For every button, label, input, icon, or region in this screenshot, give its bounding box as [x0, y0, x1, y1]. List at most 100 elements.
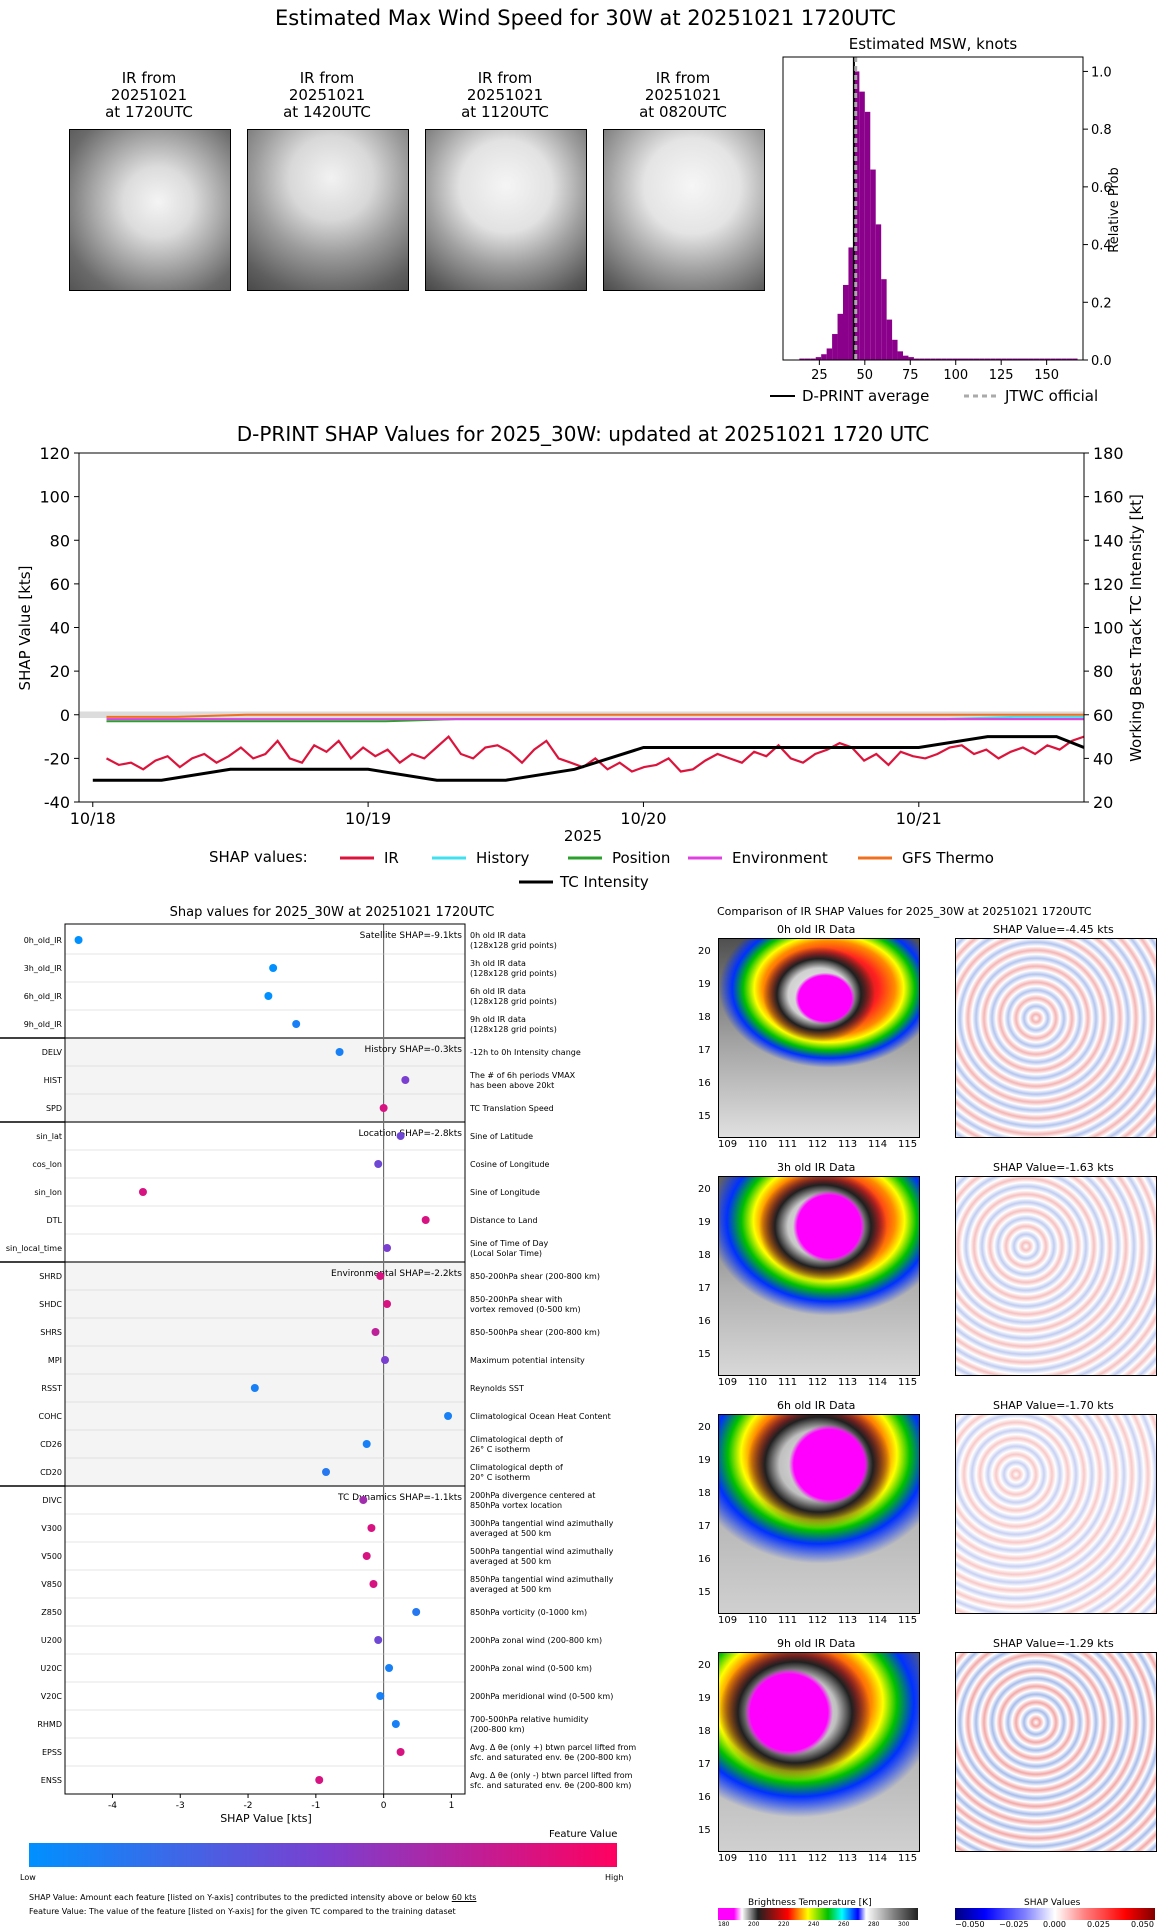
shap-panel-title-0: SHAP Value=-4.45 kts [993, 923, 1114, 936]
group-label: TC Dynamics SHAP=-1.1kts [337, 1493, 462, 1503]
feature-shap-point [292, 1020, 301, 1028]
timeseries-title: D-PRINT SHAP Values for 2025_30W: update… [237, 422, 929, 446]
histogram-bar [875, 224, 882, 360]
shap-colorbar-tick: 0.050 [1131, 1920, 1154, 1929]
feature-description: sfc. and saturated env. θe (200-800 km) [470, 1753, 631, 1762]
feature-description: The # of 6h periods VMAX [469, 1071, 576, 1080]
feature-description: Cosine of Longitude [470, 1160, 550, 1169]
lat-tick-label: 19 [698, 1217, 711, 1228]
histogram-bar [924, 358, 931, 360]
ir-map-2 [718, 1414, 920, 1614]
histogram-bar [1023, 358, 1029, 360]
shap-colorbar-tick: 0.025 [1087, 1920, 1110, 1929]
feature-xlabel: SHAP Value [kts] [220, 1812, 312, 1825]
histogram-x-tick-label: 125 [989, 368, 1014, 383]
timeseries-xlabel: 2025 [564, 827, 602, 845]
y2-tick-label: 180 [1093, 444, 1124, 463]
feature-description: (128x128 grid points) [470, 1025, 557, 1034]
feature-description: 300hPa tangential wind azimuthally [470, 1519, 614, 1528]
lon-tick-label: 109 [718, 1615, 738, 1626]
lat-tick-label: 15 [698, 1825, 711, 1836]
y-tick-label: 60 [50, 575, 70, 594]
feature-shap-point [359, 1496, 368, 1504]
feature-name-label: SHRD [39, 1272, 62, 1281]
timeseries-legend: SHAP values: IR History Position Environmen… [209, 848, 994, 891]
feature-shap-point [383, 1244, 392, 1252]
histogram-bar [1001, 358, 1007, 360]
y2-tick-label: 160 [1093, 488, 1124, 507]
feature-name-label: cos_lon [32, 1160, 62, 1169]
y-tick-label: 120 [39, 444, 70, 463]
legend-label-history: History [476, 849, 529, 867]
histogram-x-tick-label: 50 [857, 368, 874, 383]
histogram-bar [832, 334, 838, 360]
lat-tick-label: 17 [698, 1283, 711, 1294]
lon-tick-label: 109 [718, 1377, 738, 1388]
y-tick-label: 0 [60, 706, 70, 725]
colorbar-high-label: High [605, 1873, 624, 1882]
feature-shap-point [369, 1580, 378, 1588]
feature-description: Climatological depth of [470, 1435, 563, 1444]
feature-shap-point [376, 1692, 385, 1700]
lat-tick-label: 15 [698, 1587, 711, 1598]
shap-panel-title-3: SHAP Value=-1.29 kts [993, 1637, 1114, 1650]
lon-tick-label: 113 [838, 1377, 858, 1388]
feature-description: vortex removed (0-500 km) [470, 1305, 581, 1314]
lon-tick-label: 115 [898, 1615, 918, 1626]
y-tick-label: 40 [50, 619, 70, 638]
lon-tick-label: 111 [778, 1377, 798, 1388]
feature-description: 200hPa zonal wind (0-500 km) [470, 1664, 592, 1673]
legend-jtwc-label: JTWC official [1004, 387, 1098, 405]
histogram-bar [1050, 358, 1056, 360]
legend-title: SHAP values: [209, 848, 308, 866]
histogram-bar [1039, 358, 1045, 360]
feature-shap-point [315, 1776, 324, 1784]
y2-tick-label: 120 [1093, 575, 1124, 594]
y2-tick-label: 80 [1093, 662, 1113, 681]
feature-description: Distance to Land [470, 1216, 538, 1225]
histogram-bar [886, 319, 893, 360]
feature-shap-point [335, 1048, 344, 1056]
series-line-gfs-thermo [106, 713, 1084, 718]
feature-shap-point [322, 1468, 331, 1476]
feature-name-label: V500 [41, 1552, 62, 1561]
histogram-bar [853, 71, 860, 360]
ir-map-1 [718, 1176, 920, 1376]
legend-label-position: Position [612, 849, 670, 867]
group-label: Environmental SHAP=-2.2kts [331, 1269, 462, 1279]
msw-histogram: Estimated MSW, knots 25 50 75 100 125 150 0.0… [770, 35, 1122, 405]
histogram-frame [782, 56, 1084, 361]
histogram-bar [837, 313, 843, 360]
histogram-bar [799, 358, 805, 360]
lat-tick-label: 15 [698, 1111, 711, 1122]
feature-description: 3h old IR data [470, 959, 526, 968]
histogram-bar [804, 358, 811, 360]
feature-shap-point [362, 1552, 371, 1560]
lat-tick-label: 20 [698, 1184, 711, 1195]
feature-name-label: EPSS [42, 1748, 62, 1757]
feature-chart-frame [64, 923, 466, 1795]
lon-tick-label: 112 [808, 1853, 828, 1864]
feature-shap-point [74, 936, 83, 944]
group-background [65, 1038, 465, 1122]
histogram-bar [848, 247, 854, 360]
feature-description: Sine of Latitude [470, 1132, 533, 1141]
feature-description: TC Translation Speed [469, 1104, 554, 1113]
lat-tick-label: 16 [698, 1316, 711, 1327]
feature-name-label: SPD [46, 1104, 62, 1113]
feature-x-tick-label: -1 [311, 1801, 320, 1811]
lon-tick-label: 109 [718, 1139, 738, 1150]
timeseries-y-ticks: -40 -20 0 20 40 60 80 100 120 [39, 444, 79, 812]
bt-colorbar-tick: 240 [808, 1921, 820, 1928]
timeseries-lines [79, 711, 1085, 782]
feature-description: averaged at 500 km [470, 1529, 551, 1538]
lon-tick-label: 114 [868, 1139, 888, 1150]
shap-colorbar-tick: −0.050 [955, 1920, 985, 1929]
lon-tick-label: 111 [778, 1853, 798, 1864]
feature-description: 26° C isotherm [470, 1445, 530, 1454]
feature-description: (128x128 grid points) [470, 969, 557, 978]
lat-tick-label: 20 [698, 946, 711, 957]
histogram-bar [1044, 358, 1051, 360]
feature-description: 850-500hPa shear (200-800 km) [470, 1328, 600, 1337]
shap-panel-title-1: SHAP Value=-1.63 kts [993, 1161, 1114, 1174]
